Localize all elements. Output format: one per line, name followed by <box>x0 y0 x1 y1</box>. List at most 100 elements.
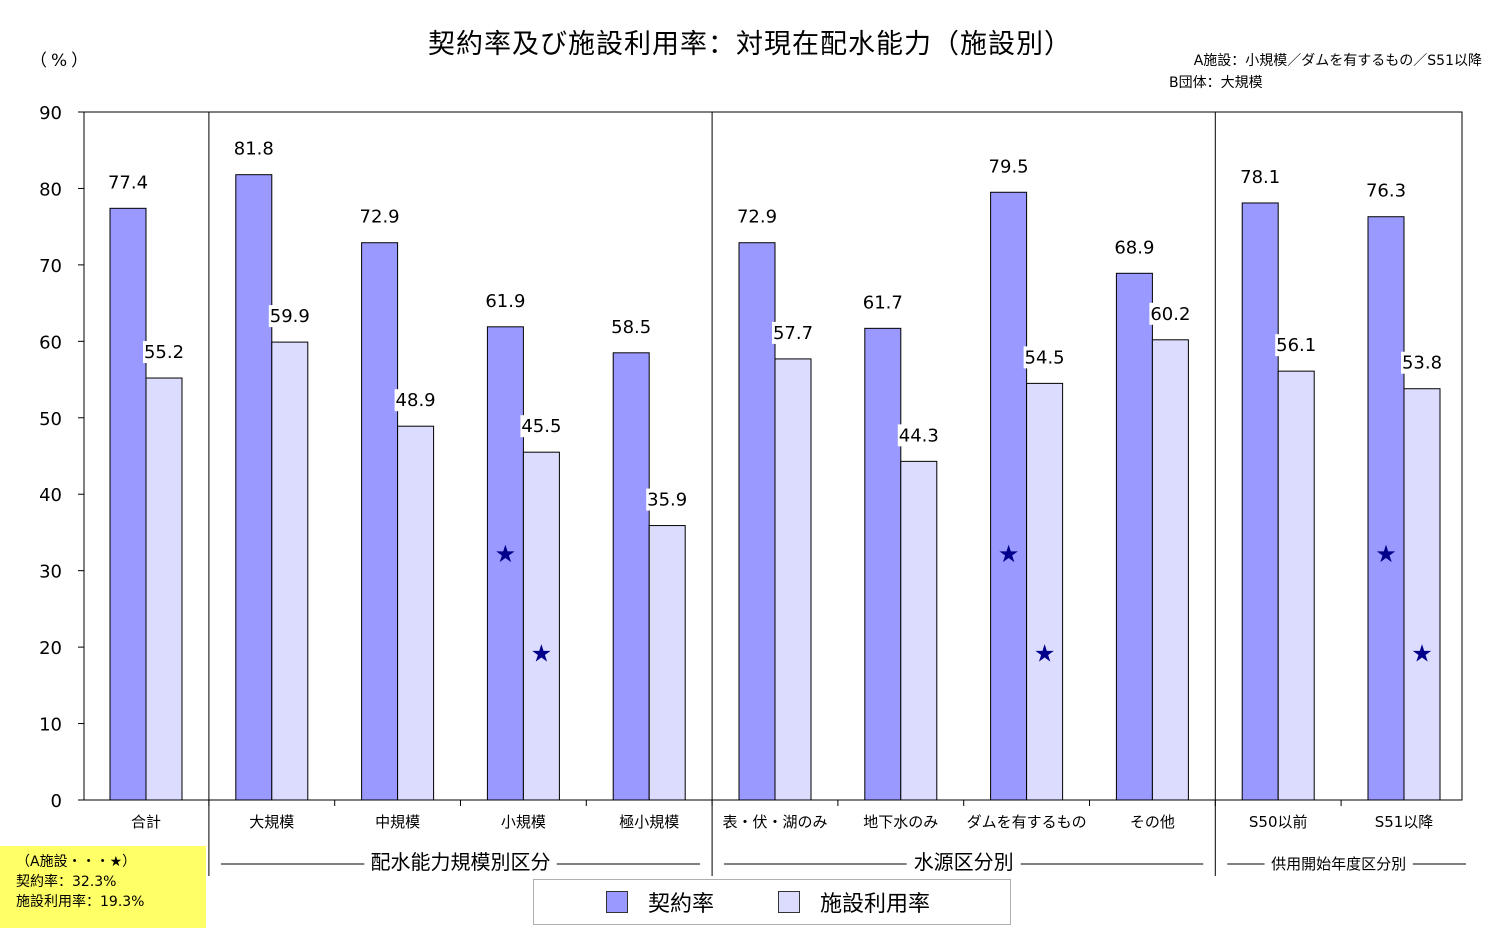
data-label: 35.9 <box>647 490 687 511</box>
bar <box>1277 370 1315 801</box>
legend-label-utilization: 施設利用率 <box>820 892 931 917</box>
x-tick-label: 地下水のみ <box>863 813 938 831</box>
data-label-bg <box>610 315 653 338</box>
data-label: 55.2 <box>144 342 184 363</box>
data-label-bg <box>1365 179 1407 202</box>
data-label: 60.2 <box>1150 304 1190 325</box>
data-label-bg <box>1023 346 1066 369</box>
bar <box>1115 272 1153 801</box>
bar <box>648 525 686 801</box>
bar <box>1241 202 1279 801</box>
x-tick-label: S51以降 <box>1375 813 1434 831</box>
bar <box>990 191 1028 801</box>
star-marker: ★ <box>1411 639 1433 667</box>
data-label: 76.3 <box>1366 181 1406 202</box>
data-label-bg <box>1239 165 1282 188</box>
bar <box>1026 382 1064 801</box>
data-label-bg <box>484 289 527 312</box>
data-label: 56.1 <box>1276 335 1316 356</box>
bar <box>864 327 902 801</box>
x-tick-label: 表・伏・湖のみ <box>722 813 827 831</box>
data-label: 48.9 <box>396 390 436 411</box>
bar <box>900 460 938 801</box>
data-label-bg <box>358 205 401 228</box>
star-marker: ★ <box>531 639 553 667</box>
data-label-bg <box>736 205 778 228</box>
data-label: 78.1 <box>1240 167 1280 188</box>
y-tick-label: 80 <box>39 179 62 200</box>
bar <box>397 425 435 801</box>
data-label-bg <box>107 171 149 194</box>
data-label-bg <box>897 424 940 447</box>
group-label: 供用開始年度区分別 <box>1271 855 1406 873</box>
legend: 契約率 施設利用率 <box>533 879 1011 925</box>
data-label: 81.8 <box>234 139 274 160</box>
star-note-title: （A施設・・・★） <box>16 854 137 870</box>
bar <box>235 174 273 801</box>
data-label-bg <box>268 305 311 328</box>
data-label-bg <box>520 415 563 438</box>
data-label: 44.3 <box>899 425 939 446</box>
bar <box>145 377 183 801</box>
y-tick-label: 30 <box>39 562 62 583</box>
star-note-utilization: 施設利用率：19.3% <box>16 894 145 910</box>
data-label: 54.5 <box>1025 347 1065 368</box>
x-tick-label: S50以前 <box>1249 813 1308 831</box>
note-a: A施設：小規模／ダムを有するもの／S51以降 <box>1193 53 1482 69</box>
data-label-bg <box>772 321 814 344</box>
chart-title: 契約率及び施設利用率：対現在配水能力（施設別） <box>428 29 1072 60</box>
data-label: 45.5 <box>521 416 561 437</box>
group-label: 水源区分別 <box>914 850 1014 874</box>
bar <box>738 242 776 801</box>
star-note-box: （A施設・・・★） 契約率：32.3% 施設利用率：19.3% <box>0 846 206 928</box>
legend-swatch-contract <box>606 891 628 913</box>
legend-swatch-utilization <box>778 891 800 913</box>
bar <box>1367 216 1405 801</box>
data-label-bg <box>861 291 904 314</box>
bar <box>774 358 812 801</box>
bar-chart: 0 10 20 30 40 50 60 70 80 90 77.4 81.8 72.9 61.9 58.5 7… <box>39 103 1466 876</box>
star-note-contract: 契約率：32.3% <box>16 874 117 890</box>
data-label-bg <box>987 155 1030 178</box>
y-tick-label: 40 <box>39 485 62 506</box>
x-tick-label: 合計 <box>131 813 161 831</box>
data-label-bg <box>1401 351 1443 374</box>
y-tick-label: 50 <box>39 409 62 430</box>
data-label: 61.9 <box>485 291 525 312</box>
data-label: 53.8 <box>1402 353 1442 374</box>
data-label-bg <box>232 137 275 160</box>
data-label-bg <box>646 488 689 511</box>
x-tick-label: その他 <box>1130 813 1175 831</box>
data-label: 59.9 <box>270 306 310 327</box>
bar <box>361 242 399 801</box>
data-label-bg <box>1275 334 1318 357</box>
star-marker: ★ <box>1375 540 1397 568</box>
bar <box>109 207 147 801</box>
x-tick-label: 大規模 <box>249 813 294 831</box>
y-tick-label: 60 <box>39 332 62 353</box>
data-label: 72.9 <box>737 207 777 228</box>
y-tick-label: 10 <box>39 715 62 736</box>
y-axis-unit: （%） <box>30 51 93 71</box>
note-b: B団体：大規模 <box>1169 75 1263 91</box>
y-tick-label: 20 <box>39 638 62 659</box>
data-label: 57.7 <box>773 323 813 344</box>
data-label: 68.9 <box>1114 237 1154 258</box>
data-label-bg <box>1149 302 1192 325</box>
x-tick-label: 小規模 <box>501 813 546 831</box>
data-label-bg <box>1113 236 1156 259</box>
x-tick-label: ダムを有するもの <box>967 813 1087 831</box>
data-label-bg <box>394 389 437 412</box>
data-label: 72.9 <box>360 207 400 228</box>
data-label: 58.5 <box>611 317 651 338</box>
x-tick-label: 極小規模 <box>619 813 679 831</box>
y-tick-label: 90 <box>39 103 62 124</box>
bar <box>1403 388 1441 801</box>
x-tick-label: 中規模 <box>375 813 420 831</box>
legend-label-contract: 契約率 <box>648 892 715 917</box>
data-label: 77.4 <box>108 172 148 193</box>
group-label: 配水能力規模別区分 <box>371 850 551 874</box>
star-marker: ★ <box>495 540 517 568</box>
star-marker: ★ <box>1034 639 1056 667</box>
y-tick-label: 70 <box>39 256 62 277</box>
